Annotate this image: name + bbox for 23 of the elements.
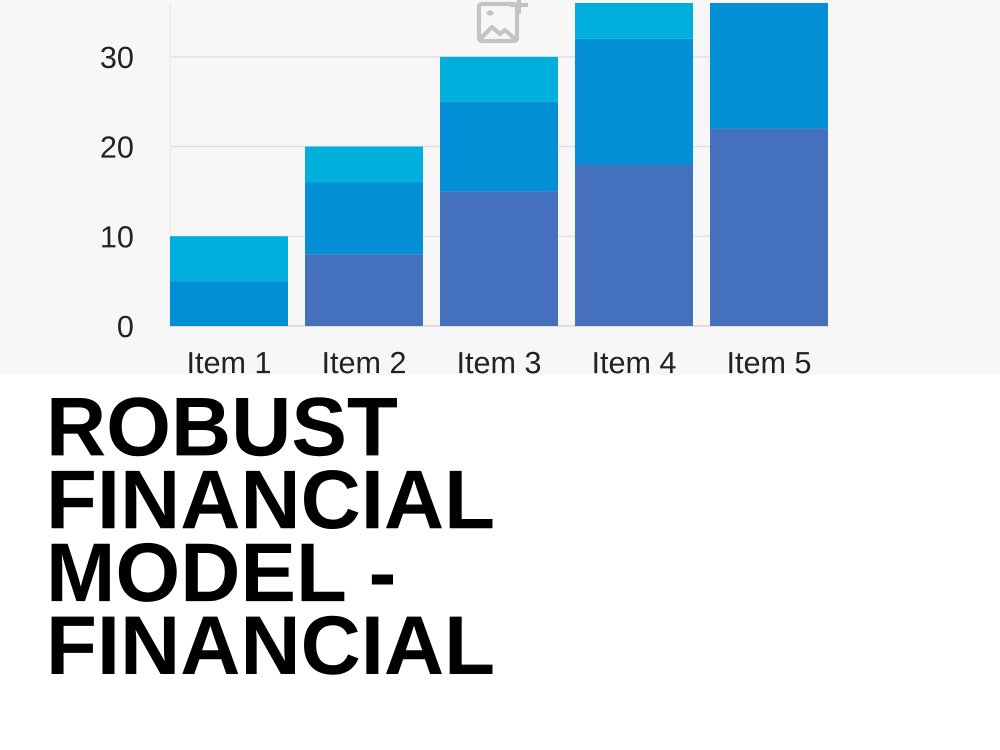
y-tick-label: 0 xyxy=(118,316,133,338)
x-tick-label: Item 3 xyxy=(459,352,540,374)
bar xyxy=(170,281,288,326)
x-tick-label: Item 4 xyxy=(594,352,676,374)
bar xyxy=(440,56,558,102)
bar xyxy=(305,254,423,326)
bar xyxy=(575,3,693,39)
bar xyxy=(710,128,828,326)
x-tick-label: Item 2 xyxy=(324,352,405,374)
x-tick-label: Item 1 xyxy=(189,352,270,374)
bar xyxy=(305,146,423,182)
bar xyxy=(575,38,693,164)
bar xyxy=(440,102,558,192)
y-tick-label: 30 xyxy=(101,46,133,68)
x-tick-label: Item 5 xyxy=(729,352,810,374)
bar xyxy=(440,191,558,326)
bar xyxy=(710,3,828,129)
y-tick-label: 20 xyxy=(101,136,133,158)
bar xyxy=(305,182,423,254)
bar xyxy=(170,236,288,282)
bar xyxy=(575,164,693,326)
text: ROBUST FINANCIAL MODEL - FINANCIAL xyxy=(52,397,492,675)
y-tick-label: 10 xyxy=(102,226,133,248)
